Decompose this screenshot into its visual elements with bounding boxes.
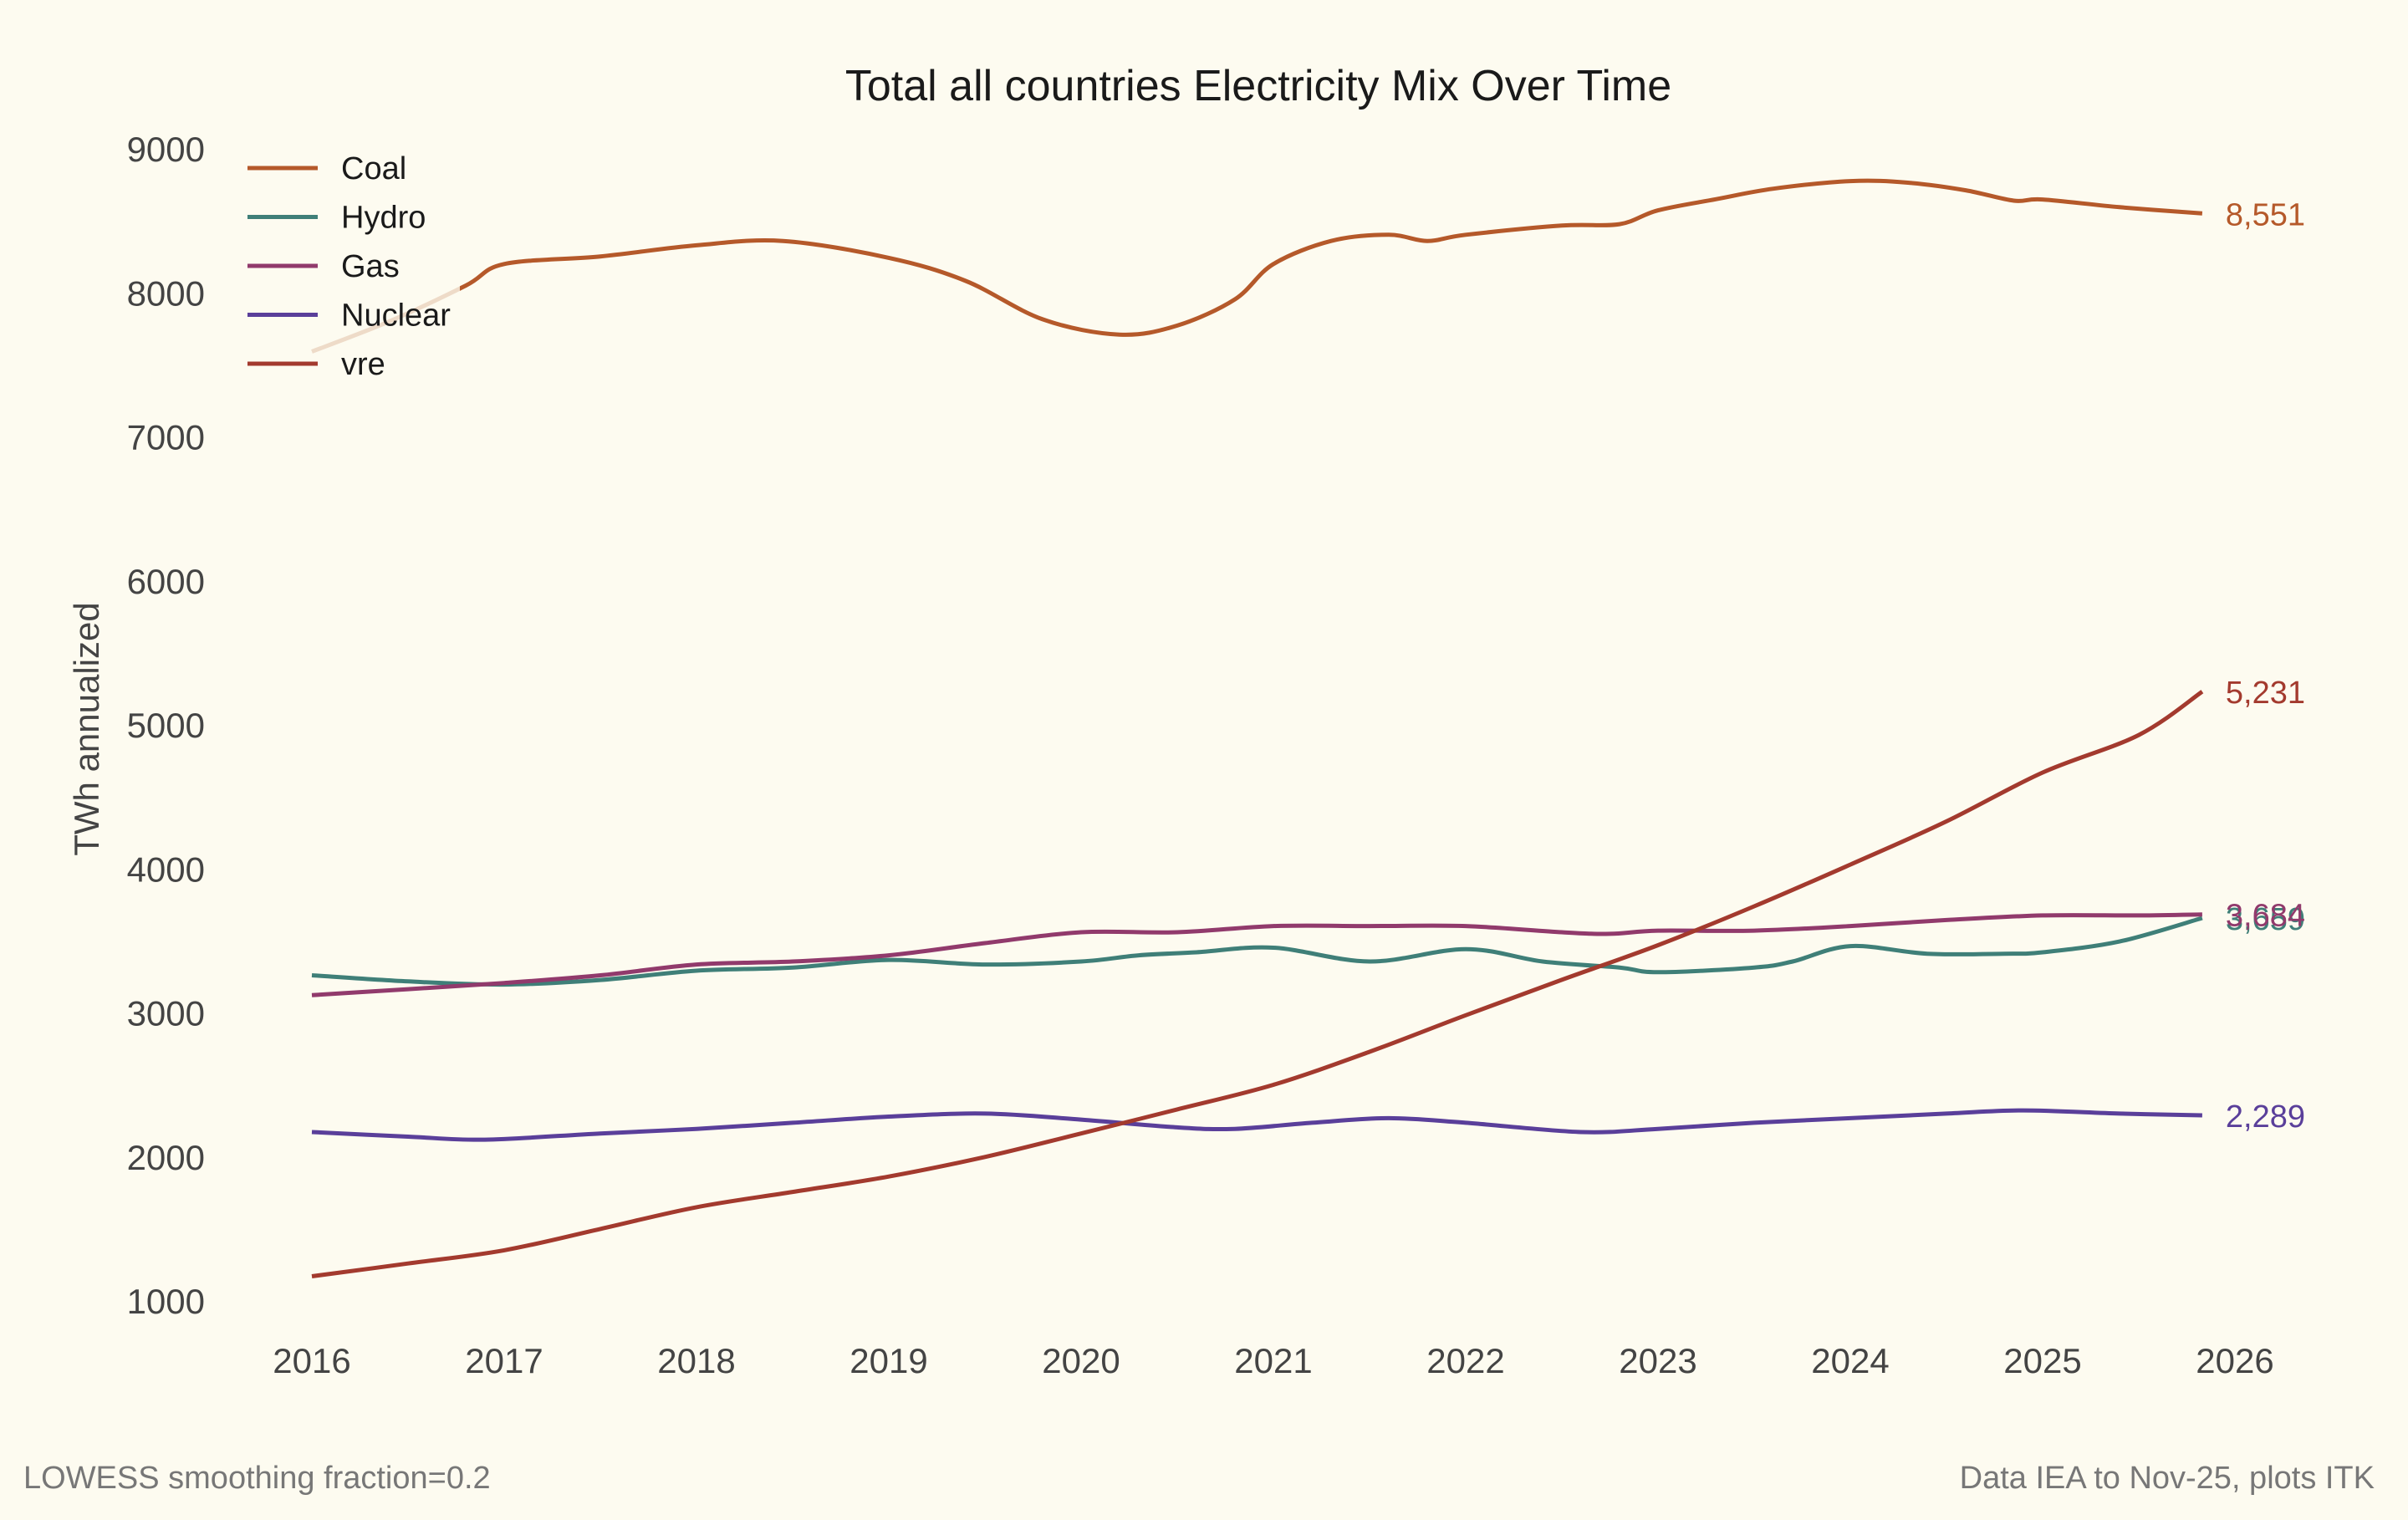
end-label-hydro: 3,659 <box>2226 902 2305 937</box>
footer-right-source: Data IEA to Nov-25, plots ITK <box>1960 1461 2375 1496</box>
x-tick-label: 2018 <box>657 1341 735 1380</box>
x-tick-label: 2017 <box>465 1341 543 1380</box>
y-tick-label: 3000 <box>127 994 205 1033</box>
x-tick-label: 2022 <box>1426 1341 1504 1380</box>
y-tick-label: 8000 <box>127 273 205 313</box>
y-tick-label: 9000 <box>127 130 205 169</box>
y-tick-label: 2000 <box>127 1138 205 1177</box>
x-tick-label: 2021 <box>1234 1341 1312 1380</box>
x-tick-label: 2024 <box>1811 1341 1889 1380</box>
legend-label-gas: Gas <box>341 249 400 284</box>
x-tick-label: 2025 <box>2003 1341 2081 1380</box>
legend-label-coal: Coal <box>341 151 406 186</box>
series-line-vre <box>311 690 2204 1278</box>
legend-background <box>234 138 460 385</box>
x-tick-label: 2020 <box>1042 1341 1120 1380</box>
end-label-nuclear: 2,289 <box>2226 1099 2305 1135</box>
x-tick-label: 2019 <box>849 1341 927 1380</box>
chart-title: Total all countries Electricity Mix Over… <box>845 62 1671 110</box>
y-tick-label: 1000 <box>127 1282 205 1321</box>
x-axis-ticks: 2016 2017 2018 2019 2020 2021 2022 2023 2024 2025… <box>273 1341 2273 1380</box>
series-lines <box>311 178 2204 1278</box>
y-axis-ticks: 1000 2000 3000 4000 5000 6000 7000 8000 9000 <box>127 130 205 1321</box>
legend-label-nuclear: Nuclear <box>341 298 451 334</box>
y-tick-label: 4000 <box>127 849 205 889</box>
legend-label-hydro: Hydro <box>341 201 426 236</box>
y-tick-label: 5000 <box>127 706 205 745</box>
x-tick-label: 2023 <box>1619 1341 1696 1380</box>
end-label-gas: 3,684 <box>2226 899 2305 934</box>
legend-label-vre: vre <box>341 347 385 382</box>
y-axis-label: TWh annualized <box>67 602 106 856</box>
y-tick-label: 7000 <box>127 418 205 457</box>
legend: Coal Hydro Gas Nuclear vre <box>234 138 460 385</box>
series-line-gas <box>311 912 2202 997</box>
x-tick-label: 2016 <box>273 1341 350 1380</box>
footer-left-note: LOWESS smoothing fraction=0.2 <box>23 1461 491 1496</box>
end-label-vre: 5,231 <box>2226 676 2305 711</box>
x-tick-label: 2026 <box>2196 1341 2273 1380</box>
y-tick-label: 6000 <box>127 562 205 601</box>
series-line-coal <box>311 178 2203 354</box>
end-label-coal: 8,551 <box>2226 197 2305 232</box>
series-line-nuclear <box>311 1108 2202 1142</box>
series-line-hydro <box>311 916 2203 987</box>
